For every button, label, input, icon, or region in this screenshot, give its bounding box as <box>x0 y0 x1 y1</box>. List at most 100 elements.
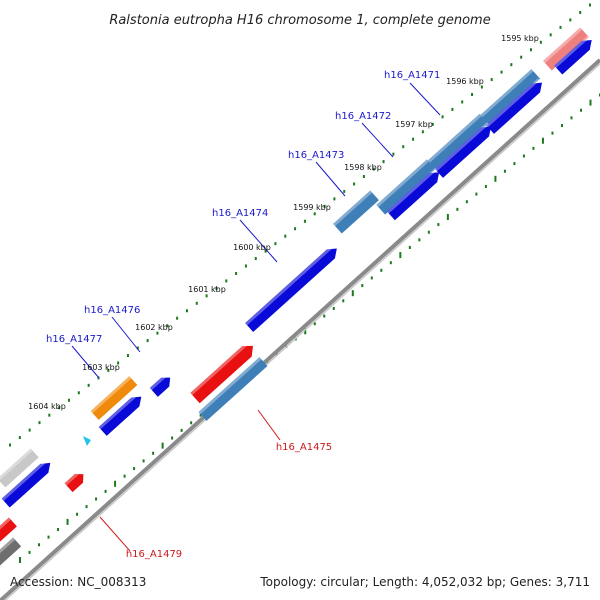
gene-block-blue-shape <box>245 248 337 332</box>
ring-dot <box>559 25 562 29</box>
outer-dotted-ring <box>9 3 591 447</box>
gene-h16-a1474-block-highlight <box>376 159 429 208</box>
ring-dot <box>244 264 247 268</box>
gene-block-blue[interactable] <box>485 78 546 134</box>
gene-block-blue-shape <box>386 172 440 221</box>
gene-h16-a1477-block[interactable] <box>90 376 138 420</box>
ring-dot <box>19 557 21 563</box>
gene-h16-a1475-block-highlight <box>333 190 373 227</box>
gene-h16-a1474-block[interactable] <box>376 159 436 215</box>
gene-block-cyan[interactable] <box>83 436 91 446</box>
ring-dot <box>389 261 392 265</box>
ring-dot <box>520 55 523 59</box>
gene-h16-a1471-block[interactable] <box>543 27 589 71</box>
chromosome-backbone-shadow <box>4 63 600 600</box>
ring-dot <box>123 474 126 478</box>
gene-block-blue-highlight <box>245 244 335 326</box>
gene-h16-a1477-block-highlight <box>90 376 132 414</box>
ring-dot <box>294 227 297 231</box>
ring-dot <box>351 290 354 297</box>
ring-dot <box>264 249 267 253</box>
ring-dot <box>541 137 544 144</box>
ring-dot <box>142 459 145 463</box>
gene-block-blue-highlight <box>1 458 49 501</box>
tick-label: 1598 kbp <box>344 163 382 172</box>
ring-dot <box>176 316 179 320</box>
gene-block-blue[interactable] <box>434 122 495 178</box>
gene-labels: h16_A1471 h16_A1472 h16_A1473 h16_A1474 h16_… <box>46 70 440 560</box>
chromosome-backbone <box>0 58 600 600</box>
gene-block-blue[interactable] <box>386 167 443 221</box>
gene-label[interactable]: h16_A1476 <box>84 305 140 316</box>
ring-dot <box>114 480 117 487</box>
gene-block-blue[interactable] <box>554 35 595 75</box>
ring-dot <box>480 85 483 89</box>
tick-label: 1597 kbp <box>395 120 433 129</box>
gene-label[interactable]: h16_A1479 <box>126 549 182 560</box>
ring-dot <box>107 368 110 372</box>
ring-dot <box>471 92 474 96</box>
label-leader-lines <box>71 82 441 552</box>
gene-h16-a1479-block-shape <box>64 473 84 493</box>
ring-dot <box>77 391 80 395</box>
gene-block-blue-shape <box>554 39 592 75</box>
gene-h16-a1475-strip-highlight <box>198 357 262 415</box>
tick-label: 1602 kbp <box>135 323 173 332</box>
gene-block-blue[interactable] <box>1 458 55 508</box>
gene-label[interactable]: h16_A1471 <box>384 70 440 81</box>
gene-h16-a1475-strip[interactable] <box>198 357 268 421</box>
ring-dot <box>136 346 139 350</box>
ring-dot <box>589 3 591 7</box>
tick-label: 1603 kbp <box>82 363 120 372</box>
ring-dot <box>418 238 421 242</box>
gene-block-blue-highlight <box>554 35 590 68</box>
tick-labels: 1595 kbp 1596 kbp 1597 kbp 1598 kbp 1599 kbp… <box>28 34 539 411</box>
gene-label[interactable]: h16_A1477 <box>46 334 102 345</box>
ring-dot <box>392 152 395 156</box>
gene-h16-a1472-block-highlight <box>477 69 534 120</box>
gene-block-red-highlight <box>0 517 11 536</box>
gene-block-gray[interactable] <box>0 448 39 488</box>
ring-dot <box>254 257 257 261</box>
gene-h16-a1472-block[interactable] <box>477 69 541 127</box>
gene-label[interactable]: h16_A1474 <box>212 208 268 219</box>
ring-dot <box>76 512 79 516</box>
gene-block-blue-shape <box>149 377 171 397</box>
ring-dot <box>28 428 31 432</box>
ring-dot <box>522 154 525 158</box>
ring-dot <box>343 189 346 193</box>
ring-dot <box>530 48 533 52</box>
ring-dot <box>156 331 159 335</box>
gene-block-gray-highlight <box>0 448 33 481</box>
gene-block-blue[interactable] <box>149 373 174 397</box>
gene-block-red[interactable] <box>0 517 17 543</box>
gene-block-blue[interactable] <box>98 392 146 436</box>
gene-block-blue[interactable] <box>245 244 341 332</box>
gene-h16-a1473-block[interactable] <box>427 113 489 171</box>
gene-h16-a1479-block[interactable] <box>64 469 88 493</box>
ring-dot <box>323 204 326 208</box>
ring-dot <box>510 63 513 67</box>
gene-label[interactable]: h16_A1472 <box>335 111 391 122</box>
ring-dot <box>66 518 69 525</box>
gene-h16-a1476-block-highlight <box>190 340 251 396</box>
gene-h16-a1475-block-shape <box>333 190 379 234</box>
ring-dot <box>38 543 41 547</box>
gene-h16-a1476-block[interactable] <box>190 340 257 404</box>
ring-dot <box>589 99 592 106</box>
ring-dot <box>539 40 542 44</box>
ring-dot <box>199 413 202 417</box>
ring-dot <box>18 436 21 440</box>
topology-text: Topology: circular; Length: 4,052,032 bp… <box>259 575 590 589</box>
gene-block-darkgray[interactable] <box>0 537 22 567</box>
gene-label[interactable]: h16_A1475 <box>276 442 332 453</box>
gene-h16-a1472-block-shape <box>477 69 541 127</box>
ring-dot <box>225 279 228 283</box>
ring-dot <box>421 130 424 134</box>
ring-dot <box>551 131 554 135</box>
ring-dot <box>332 306 335 310</box>
gene-h16-a1475-block[interactable] <box>333 190 379 234</box>
gene-h16-a1476-block-shape <box>190 345 253 404</box>
gene-h16-a1473-block-shape <box>427 113 489 171</box>
gene-label[interactable]: h16_A1473 <box>288 150 344 161</box>
